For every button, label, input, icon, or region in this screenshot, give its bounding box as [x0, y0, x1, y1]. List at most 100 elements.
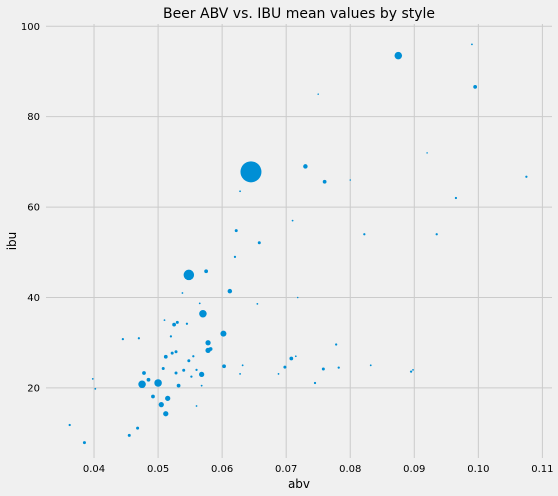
- scatter-point: [241, 364, 244, 367]
- scatter-point: [163, 319, 166, 322]
- x-tick-label: 0.05: [147, 464, 169, 475]
- scatter-point: [199, 310, 207, 318]
- scatter-point: [369, 364, 372, 367]
- scatter-point: [296, 296, 299, 299]
- scatter-point: [195, 405, 198, 407]
- scatter-point: [294, 355, 297, 358]
- scatter-point: [239, 190, 241, 193]
- scatter-point: [409, 370, 413, 373]
- scatter-point: [256, 302, 259, 305]
- x-tick-label: 0.08: [339, 464, 361, 475]
- scatter-point: [435, 233, 438, 236]
- scatter-point: [165, 395, 171, 401]
- x-tick-label: 0.07: [275, 464, 297, 475]
- scatter-point: [192, 355, 195, 358]
- scatter-point: [317, 93, 319, 95]
- data-points: [68, 43, 528, 445]
- plot-area: [46, 24, 552, 458]
- scatter-point: [187, 359, 191, 363]
- scatter-point: [473, 84, 478, 89]
- scatter-point: [182, 368, 186, 372]
- scatter-point: [525, 175, 528, 178]
- scatter-point: [137, 337, 140, 340]
- y-tick-label: 100: [21, 22, 40, 33]
- scatter-point: [208, 347, 213, 351]
- scatter-point: [291, 219, 294, 222]
- scatter-point: [82, 441, 86, 445]
- y-axis-label: ibu: [5, 232, 19, 251]
- y-tick-label: 40: [27, 293, 40, 304]
- scatter-point: [283, 365, 287, 369]
- scatter-point: [257, 241, 261, 245]
- scatter-point: [169, 335, 173, 338]
- scatter-point: [172, 322, 176, 327]
- scatter-point: [175, 320, 179, 324]
- scatter-point: [158, 402, 164, 408]
- scatter-point: [471, 43, 473, 46]
- scatter-point: [161, 366, 165, 370]
- scatter-point: [142, 371, 146, 375]
- scatter-point: [234, 229, 238, 233]
- scatter-point: [220, 330, 227, 337]
- y-tick-label: 80: [27, 112, 40, 123]
- grid: [46, 24, 552, 458]
- x-axis-label: abv: [288, 477, 310, 491]
- scatter-point: [163, 354, 168, 359]
- y-tick-label: 60: [27, 203, 40, 214]
- scatter-point: [183, 269, 195, 281]
- scatter-point: [190, 375, 193, 378]
- y-tick-label: 20: [27, 383, 40, 394]
- scatter-point: [277, 373, 280, 375]
- scatter-point: [195, 368, 198, 371]
- scatter-point: [227, 288, 233, 294]
- chart-title: Beer ABV vs. IBU mean values by style: [163, 6, 435, 22]
- scatter-point: [454, 196, 458, 200]
- scatter-point: [289, 356, 294, 361]
- scatter-point: [154, 379, 162, 387]
- scatter-point: [174, 371, 178, 375]
- scatter-point: [313, 381, 317, 385]
- scatter-point: [68, 423, 71, 427]
- scatter-point: [349, 179, 351, 181]
- scatter-point: [181, 292, 184, 294]
- scatter-point: [322, 179, 327, 184]
- x-tick-label: 0.09: [403, 464, 425, 475]
- scatter-point: [91, 377, 94, 380]
- scatter-point: [151, 394, 155, 399]
- scatter-point: [321, 367, 325, 371]
- scatter-point: [185, 322, 189, 325]
- x-tick-label: 0.06: [211, 464, 233, 475]
- x-tick-labels: 0.04 0.05 0.06 0.07 0.08 0.09 0.10 0.11: [83, 464, 554, 475]
- scatter-point: [394, 51, 403, 60]
- x-tick-label: 0.11: [531, 464, 553, 475]
- scatter-point: [335, 343, 338, 346]
- scatter-point: [170, 351, 174, 355]
- y-tick-labels: 20 40 60 80 100: [21, 22, 40, 395]
- scatter-point: [205, 340, 211, 346]
- scatter-point: [127, 433, 131, 437]
- scatter-point: [121, 337, 124, 341]
- scatter-point: [176, 383, 181, 388]
- scatter-point: [303, 164, 308, 169]
- scatter-point: [198, 302, 201, 305]
- scatter-point: [412, 368, 414, 371]
- x-tick-label: 0.04: [83, 464, 105, 475]
- scatter-point: [200, 384, 203, 387]
- scatter-point: [222, 364, 226, 369]
- x-tick-label: 0.10: [467, 464, 489, 475]
- scatter-point: [174, 350, 178, 354]
- scatter-point: [199, 371, 205, 377]
- scatter-point: [233, 255, 237, 258]
- scatter-point: [239, 373, 241, 375]
- scatter-point: [136, 426, 140, 430]
- scatter-point: [363, 233, 366, 236]
- scatter-point: [138, 380, 146, 389]
- scatter-point: [204, 269, 209, 274]
- scatter-point: [163, 411, 169, 417]
- scatter-point: [337, 366, 340, 369]
- scatter-point: [426, 152, 428, 154]
- scatter-point: [146, 377, 151, 382]
- scatter-point: [94, 387, 97, 390]
- scatter-point: [240, 161, 262, 183]
